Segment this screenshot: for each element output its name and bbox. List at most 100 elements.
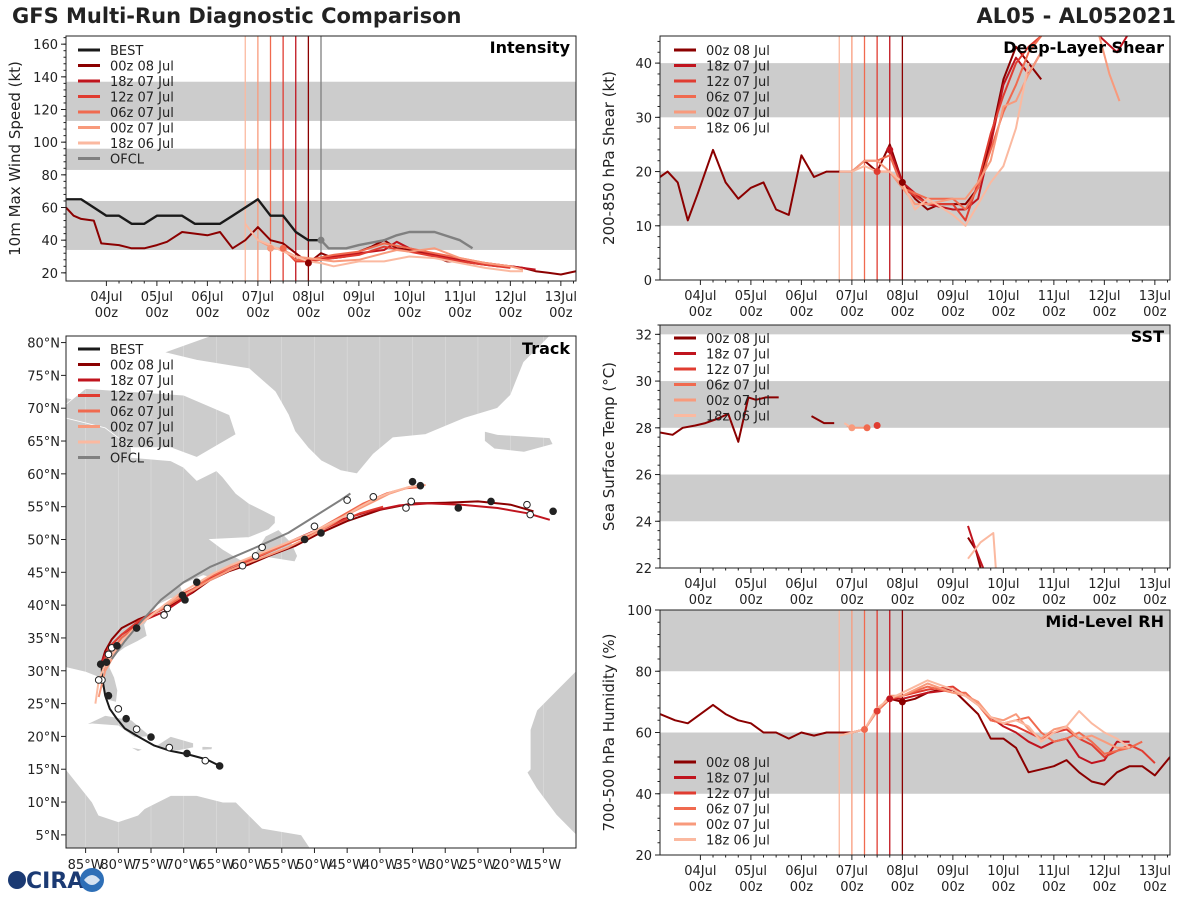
shear-xtick-label: 08Jul (886, 289, 918, 304)
track-xtick-label: 35°W (395, 858, 431, 873)
rh-xtick-label-hour: 00z (739, 880, 763, 895)
shear-series-r06z07 (864, 36, 1042, 211)
shear-panel: 01020304004Jul00z05Jul00z06Jul00z07Jul00… (600, 35, 1171, 320)
intensity-legend-label-r00z08: 00z 08 Jul (110, 60, 174, 75)
shear-legend-label-r00z07: 00z 07 Jul (706, 106, 770, 121)
rh-series-r12z07 (876, 685, 1156, 764)
sst-legend-label-r00z08: 00z 08 Jul (706, 332, 770, 347)
logo-text: CIRA (26, 869, 84, 894)
track-ytick-label: 15°N (27, 763, 60, 778)
shear-xtick-label-hour: 00z (840, 305, 864, 320)
track-point (317, 529, 325, 537)
track-ytick-label: 50°N (27, 533, 60, 548)
rh-panel-title: Mid-Level RH (1045, 612, 1164, 631)
track-point (183, 749, 191, 758)
rh-plot-area (660, 610, 1170, 855)
track-legend-label-r12z07: 12z 07 Jul (110, 390, 174, 405)
track-point (122, 714, 130, 723)
track-point (113, 642, 121, 650)
track-point (238, 561, 247, 570)
shear-legend-label-r12z07: 12z 07 Jul (706, 75, 770, 90)
track-point (526, 510, 535, 519)
shear-xtick-label: 13Jul (1139, 289, 1171, 304)
rh-threshold-band (660, 610, 1170, 672)
intensity-xtick-label-hour: 00z (398, 306, 422, 321)
shear-plot-area (660, 36, 1170, 280)
intensity-xtick-label-hour: 00z (448, 306, 472, 321)
track-point (104, 650, 113, 659)
track-point (369, 493, 378, 501)
intensity-series-ofcl (320, 230, 474, 250)
shear-legend-label-r00z08: 00z 08 Jul (706, 44, 770, 59)
sst-marker-r06z07 (863, 424, 871, 432)
track-point (163, 604, 172, 613)
sst-threshold-band (660, 474, 1170, 522)
sst-threshold-band (660, 325, 1170, 335)
intensity-legend-label-r12z07: 12z 07 Jul (110, 91, 174, 106)
track-ytick-label: 20°N (27, 730, 60, 745)
intensity-ytick-label: 140 (33, 71, 58, 86)
sst-panel: 22242628303204Jul00z05Jul00z06Jul00z07Ju… (600, 324, 1171, 608)
track-ytick-label: 70°N (27, 402, 60, 417)
track-frame (65, 335, 577, 849)
track-point (132, 725, 141, 733)
rh-xtick-label-hour: 00z (689, 880, 713, 895)
rh-series-r00z08 (660, 688, 1170, 786)
intensity-xtick-label-hour: 00z (347, 306, 371, 321)
rh-xtick-label: 05Jul (735, 864, 767, 879)
intensity-xtick-label-hour: 00z (549, 306, 573, 321)
intensity-ytick-label: 100 (33, 136, 58, 151)
shear-xtick-label: 10Jul (987, 289, 1019, 304)
shear-marker-r18z07 (886, 146, 894, 154)
track-xtick-label: 15°W (525, 858, 561, 873)
rh-xtick-label: 06Jul (785, 864, 817, 879)
track-xtick-label: 50°W (297, 858, 333, 873)
track-xtick-label: 30°W (427, 858, 463, 873)
sst-series-r18z06 (967, 532, 997, 568)
intensity-panel-title: Intensity (490, 38, 571, 57)
shear-series-r00z07 (1098, 36, 1121, 102)
sst-legend-label-r00z07: 00z 07 Jul (706, 394, 770, 409)
rh-ytick-label: 40 (635, 788, 652, 803)
sst-plot-area (660, 325, 1170, 568)
track-point (215, 762, 224, 770)
intensity-legend-label-r18z07: 18z 07 Jul (110, 75, 174, 90)
intensity-marker-r00z07 (267, 244, 275, 252)
shear-xtick-label-hour: 00z (790, 305, 814, 320)
track-point (201, 756, 210, 765)
intensity-ylabel: 10m Max Wind Speed (kt) (6, 61, 24, 256)
track-ytick-label: 45°N (27, 566, 60, 581)
sst-xtick-label-hour: 00z (891, 593, 915, 608)
track-point (258, 543, 266, 552)
track-point (408, 477, 417, 486)
intensity-legend-label-best: BEST (110, 44, 143, 59)
shear-series-r00z07 (851, 51, 1043, 206)
rh-legend-label-r12z07: 12z 07 Jul (706, 787, 770, 802)
sst-ytick-label: 22 (635, 562, 652, 577)
intensity-xtick-label: 10Jul (393, 290, 425, 305)
shear-series-r18z07 (888, 51, 1043, 211)
shear-xtick-label-hour: 00z (891, 305, 915, 320)
sst-legend-label-r12z07: 12z 07 Jul (706, 363, 770, 378)
rh-marker-r12z07 (873, 707, 881, 715)
sst-ytick-label: 24 (635, 515, 652, 530)
shear-xtick-label: 11Jul (1038, 289, 1070, 304)
rh-threshold-band (660, 732, 1170, 794)
sst-xtick-label-hour: 00z (1093, 593, 1117, 608)
sst-ytick-label: 32 (635, 328, 652, 343)
sst-xtick-label-hour: 00z (689, 593, 713, 608)
shear-ytick-label: 10 (635, 220, 652, 235)
sst-xtick-label: 11Jul (1038, 577, 1070, 592)
rh-xtick-label-hour: 00z (941, 880, 965, 895)
rh-xtick-label: 09Jul (937, 864, 969, 879)
sst-legend-label-r18z07: 18z 07 Jul (706, 348, 770, 363)
shear-ylabel: 200-850 hPa Shear (kt) (600, 71, 618, 245)
intensity-xtick-label-hour: 00z (95, 306, 119, 321)
intensity-plot-area (66, 36, 576, 281)
sst-xtick-label: 06Jul (785, 577, 817, 592)
intensity-panel: 2040608010012014016004Jul00z05Jul00z06Ju… (6, 35, 577, 321)
intensity-legend-label-r06z07: 06z 07 Jul (110, 106, 174, 121)
track-point (454, 504, 463, 512)
rh-legend-label-r00z08: 00z 08 Jul (706, 756, 770, 771)
track-xtick-label: 55°W (264, 858, 300, 873)
